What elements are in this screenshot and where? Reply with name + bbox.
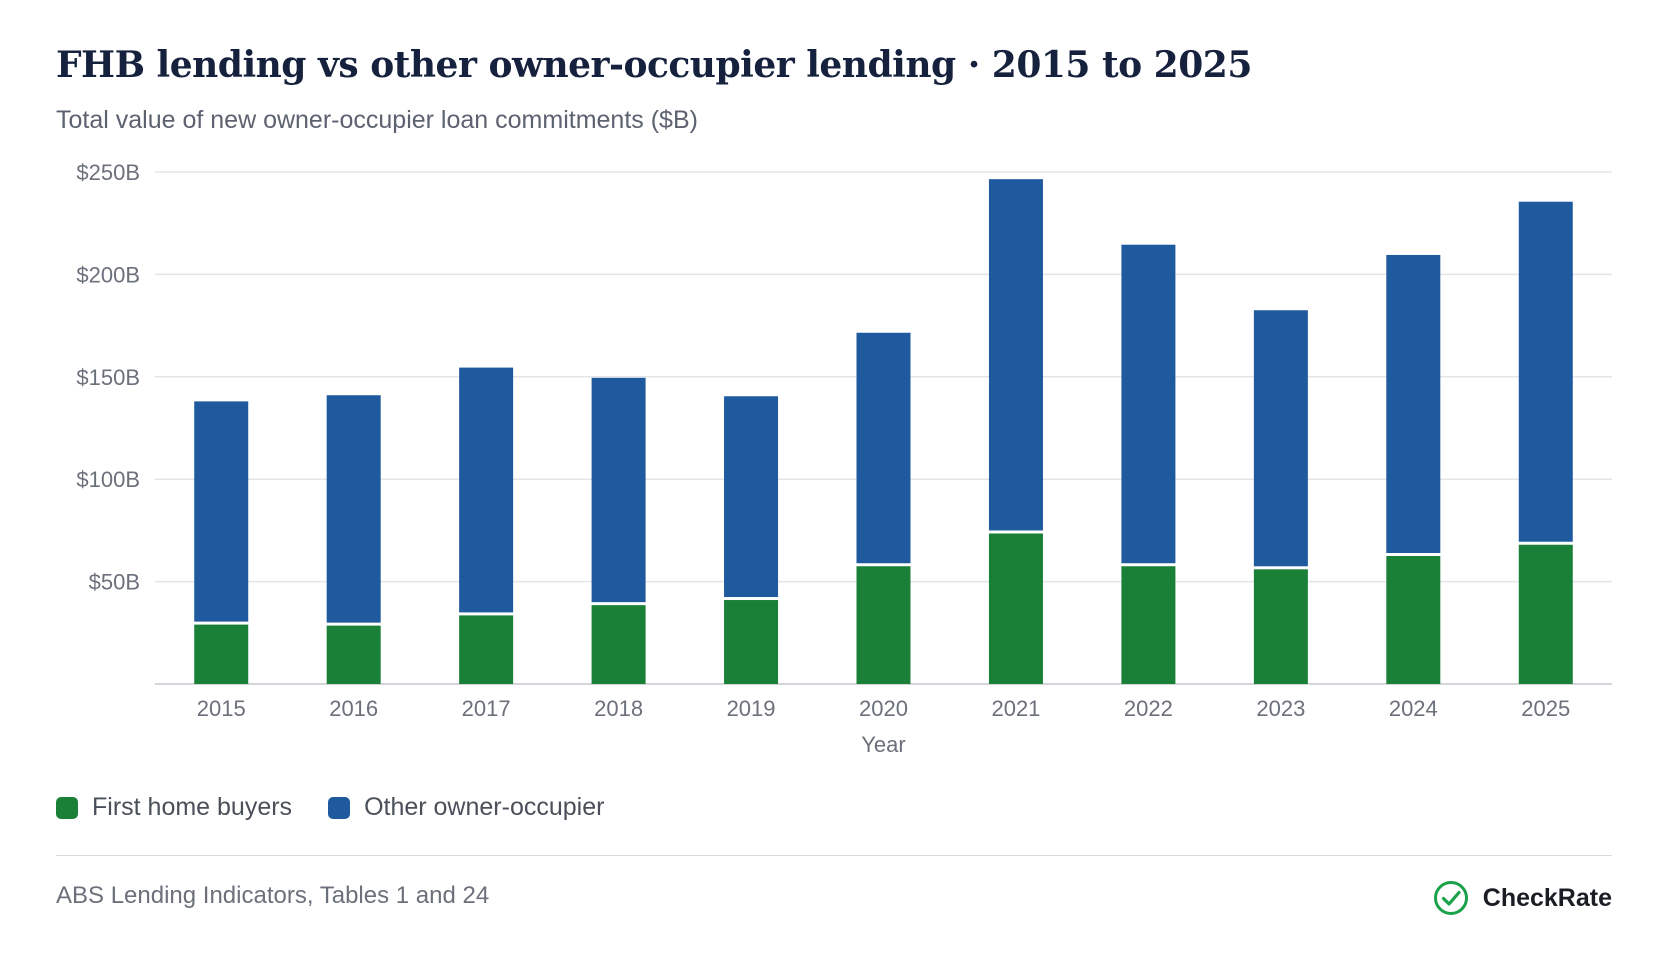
brand-name: CheckRate [1482, 883, 1612, 912]
legend-swatch-first-home-buyers [56, 796, 78, 819]
x-tick-label: 2025 [1521, 696, 1570, 721]
x-tick-label: 2015 [197, 696, 246, 721]
bar-other-owner-occupier [1518, 201, 1573, 542]
bar-first-home-buyers [724, 600, 779, 684]
bars [194, 179, 1573, 684]
x-tick-label: 2016 [329, 696, 378, 721]
stacked-bar-chart: $50B $100B $150B $200B $250B 2015 2016 2017 2018… [76, 160, 1612, 757]
y-tick-label: $250B [76, 160, 140, 185]
legend-item-first-home-buyers: First home buyers [56, 793, 292, 822]
footer-divider [56, 855, 1612, 856]
bar-other-owner-occupier [1386, 254, 1441, 553]
source-note: ABS Lending Indicators, Tables 1 and 24 [56, 882, 490, 909]
bar-other-owner-occupier [194, 401, 249, 622]
brand-logo: CheckRate [1433, 880, 1612, 916]
y-tick-label: $150B [76, 365, 140, 390]
bar-first-home-buyers [1386, 556, 1441, 684]
axis-labels: $50B $100B $150B $200B $250B 2015 2016 2017 2018… [76, 160, 1570, 757]
x-tick-label: 2020 [859, 696, 908, 721]
y-tick-label: $200B [76, 262, 140, 287]
bar-other-owner-occupier [459, 367, 514, 613]
bar-first-home-buyers [1121, 566, 1176, 684]
legend-swatch-other-owner-occupier [328, 796, 351, 819]
bar-first-home-buyers [326, 625, 381, 684]
legend: First home buyers Other owner-occupier [56, 793, 604, 822]
bar-other-owner-occupier [326, 395, 381, 623]
legend-item-other-owner-occupier: Other owner-occupier [328, 793, 604, 822]
chart-title: FHB lending vs other owner-occupier lend… [56, 44, 1252, 86]
bar-other-owner-occupier [988, 179, 1043, 531]
x-tick-label: 2023 [1256, 696, 1305, 721]
bar-first-home-buyers [988, 533, 1043, 684]
chart-subtitle: Total value of new owner-occupier loan c… [56, 106, 698, 134]
x-tick-label: 2024 [1389, 696, 1438, 721]
legend-label-first-home-buyers: First home buyers [92, 793, 293, 821]
bar-first-home-buyers [1518, 544, 1573, 684]
bar-first-home-buyers [194, 624, 249, 684]
bar-other-owner-occupier [724, 396, 779, 598]
bar-first-home-buyers [1253, 569, 1308, 684]
x-tick-label: 2018 [594, 696, 643, 721]
y-tick-label: $50B [89, 570, 140, 595]
y-tick-label: $100B [76, 467, 140, 492]
check-circle-icon [1433, 881, 1468, 915]
legend-label-other-owner-occupier: Other owner-occupier [364, 793, 605, 821]
bar-first-home-buyers [591, 605, 646, 684]
x-axis-title: Year [861, 732, 905, 757]
bar-other-owner-occupier [1253, 310, 1308, 567]
x-tick-label: 2021 [991, 696, 1040, 721]
bar-first-home-buyers [459, 615, 514, 684]
bar-other-owner-occupier [1121, 244, 1176, 564]
bar-other-owner-occupier [591, 377, 646, 603]
x-tick-label: 2017 [462, 696, 511, 721]
bar-first-home-buyers [856, 566, 911, 684]
x-tick-label: 2022 [1124, 696, 1173, 721]
bar-other-owner-occupier [856, 332, 911, 564]
x-tick-label: 2019 [727, 696, 776, 721]
